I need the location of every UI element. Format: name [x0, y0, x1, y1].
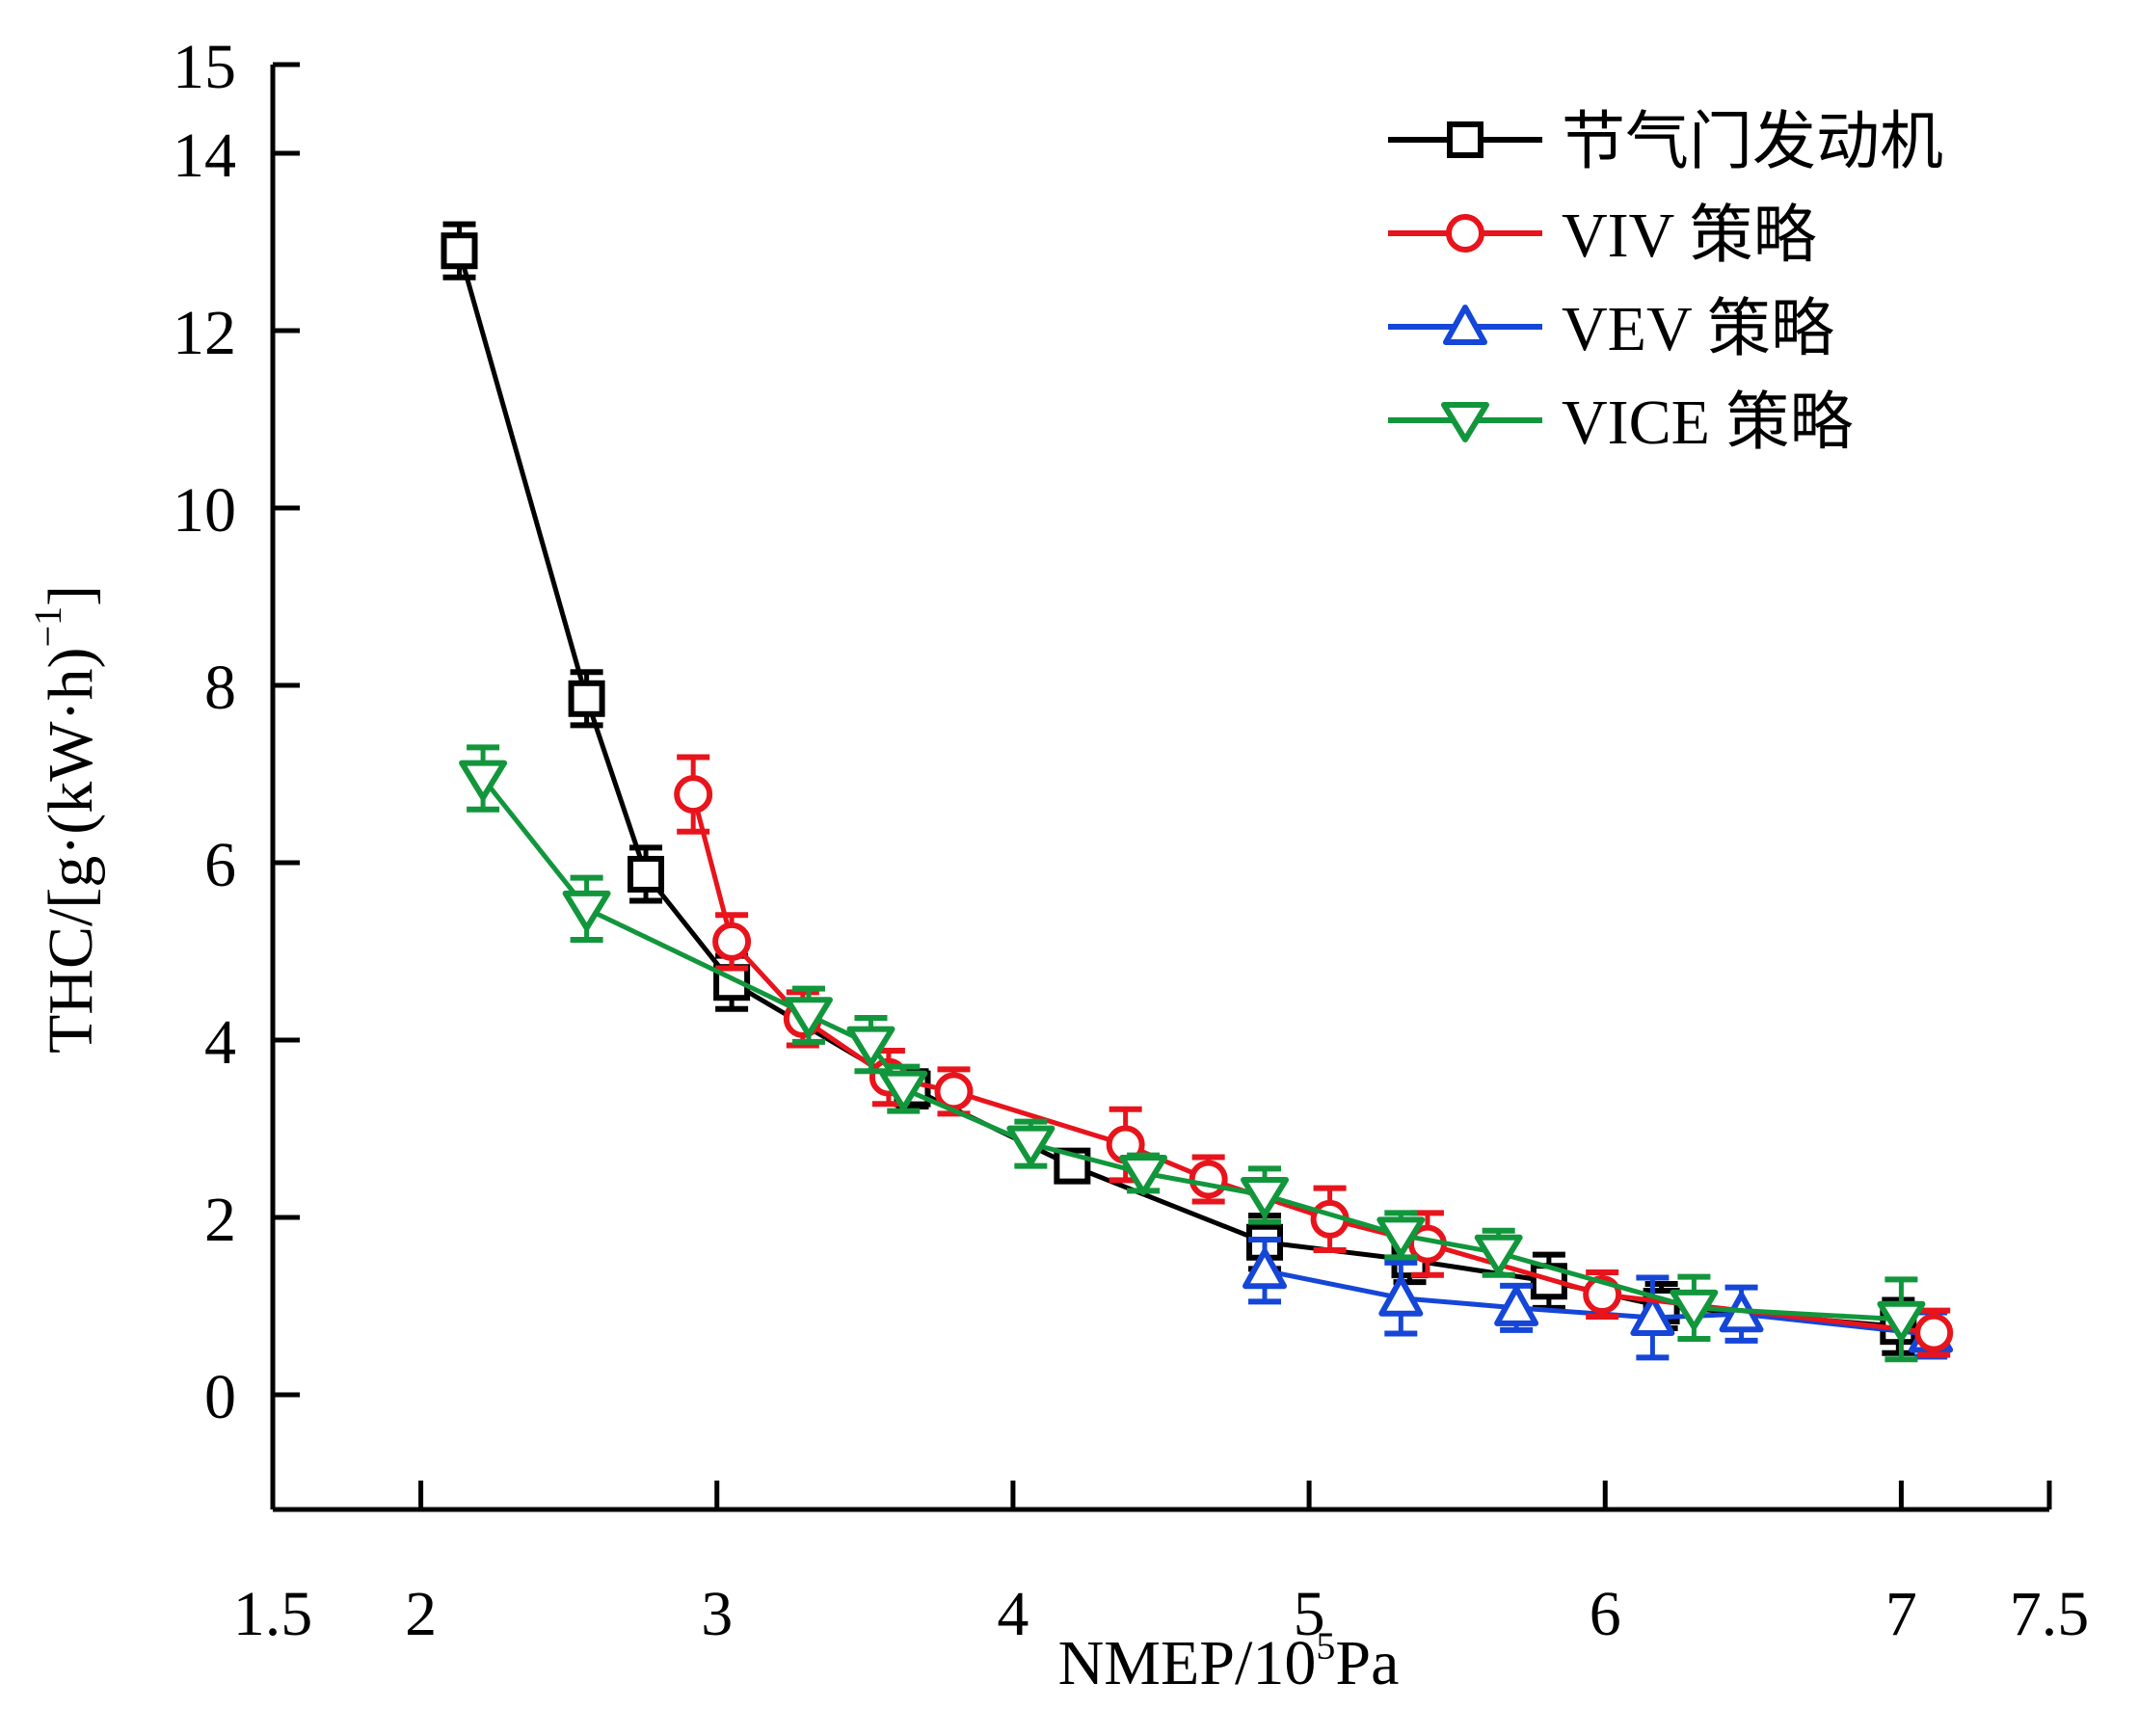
- y-tick-label: 12: [173, 298, 236, 368]
- legend-marker-icon: [1441, 402, 1489, 442]
- data-point: [459, 760, 508, 801]
- legend: 节气门发动机 VIV 策略 VEV 策略 VICE 策略: [1388, 107, 1943, 458]
- data-point: [1474, 1234, 1523, 1275]
- x-axis-title-sup: 5: [1316, 1624, 1335, 1668]
- legend-swatch-triangle-down-icon: [1388, 402, 1542, 442]
- data-point: [1877, 1300, 1926, 1342]
- data-point: [784, 997, 833, 1038]
- data-point: [846, 1026, 895, 1067]
- y-axis-title-base: THC/[g·(kW·h): [36, 648, 106, 1055]
- legend-item-vev: VEV 策略: [1388, 294, 1834, 364]
- legend-swatch-circle-icon: [1388, 214, 1542, 253]
- x-axis-title-tail: Pa: [1335, 1628, 1399, 1698]
- data-point: [1670, 1289, 1719, 1330]
- y-axis-title: THC/[g·(kW·h)−1]: [26, 585, 106, 1054]
- legend-label: 节气门发动机: [1562, 107, 1943, 177]
- y-tick-label: 10: [173, 475, 236, 546]
- data-point: [1914, 1313, 1954, 1352]
- x-tick-label: 7.5: [2010, 1579, 2090, 1649]
- data-point: [1494, 1285, 1539, 1326]
- x-tick-label: 6: [1590, 1579, 1621, 1649]
- x-tick-label: 2: [405, 1579, 437, 1649]
- y-tick-label: 6: [204, 830, 236, 900]
- legend-item-vice: VICE 策略: [1388, 387, 1853, 458]
- data-point: [1378, 1275, 1424, 1317]
- y-tick-label: 4: [204, 1007, 236, 1078]
- legend-label: VICE 策略: [1562, 387, 1853, 458]
- data-point: [1241, 1177, 1290, 1217]
- y-tick-label: 0: [204, 1362, 236, 1432]
- x-ticks: 1.5 2 3 4 5 6 7 7.5: [233, 1481, 2090, 1649]
- data-point: [1243, 1248, 1288, 1290]
- data-point: [1630, 1295, 1675, 1336]
- legend-label: VIV 策略: [1562, 200, 1817, 271]
- legend-marker-icon: [1446, 214, 1484, 253]
- legend-marker-icon: [1443, 305, 1487, 345]
- data-point: [628, 855, 665, 893]
- data-point: [562, 890, 611, 931]
- legend-swatch-square-icon: [1388, 121, 1542, 158]
- y-tick-label: 15: [173, 32, 236, 102]
- data-point: [1119, 1155, 1168, 1195]
- data-point: [1376, 1216, 1426, 1258]
- data-point: [568, 680, 605, 717]
- legend-item-throttle: 节气门发动机: [1388, 107, 1943, 177]
- x-tick-label: 5: [1294, 1579, 1325, 1649]
- data-point: [712, 921, 752, 961]
- y-axis-title-tail: ]: [36, 585, 106, 606]
- data-point: [934, 1072, 974, 1111]
- data-point: [879, 1070, 928, 1111]
- series-layer: [441, 221, 1954, 1363]
- x-tick-label: 1.5: [233, 1579, 313, 1649]
- y-tick-label: 8: [204, 653, 236, 723]
- series-line: [1264, 1268, 1932, 1337]
- series-line: [481, 777, 1902, 1322]
- series-triangle-down: [459, 744, 1926, 1363]
- data-point: [1189, 1160, 1228, 1199]
- y-ticks: 0 2 4 6 8 10 12 14 15: [173, 32, 300, 1432]
- legend-item-viv: VIV 策略: [1388, 200, 1817, 271]
- legend-label: VEV 策略: [1562, 294, 1834, 364]
- data-point: [1006, 1125, 1056, 1166]
- y-tick-label: 2: [204, 1185, 236, 1255]
- x-tick-label: 4: [997, 1579, 1029, 1649]
- y-tick-label: 14: [173, 120, 236, 191]
- y-axis-title-sup: −1: [26, 606, 69, 648]
- x-tick-label: 3: [701, 1579, 733, 1649]
- axes: 1.5 2 3 4 5 6 7 7.5 0 2 4 6 8 10 12 14 15: [173, 32, 2089, 1649]
- data-point: [441, 232, 478, 270]
- data-point: [674, 775, 713, 815]
- x-axis-title: NMEP/105Pa: [1058, 1624, 1400, 1698]
- x-tick-label: 7: [1885, 1579, 1917, 1649]
- legend-swatch-triangle-up-icon: [1388, 305, 1542, 345]
- x-axis-title-base: NMEP/10: [1058, 1628, 1317, 1698]
- legend-marker-icon: [1447, 121, 1483, 158]
